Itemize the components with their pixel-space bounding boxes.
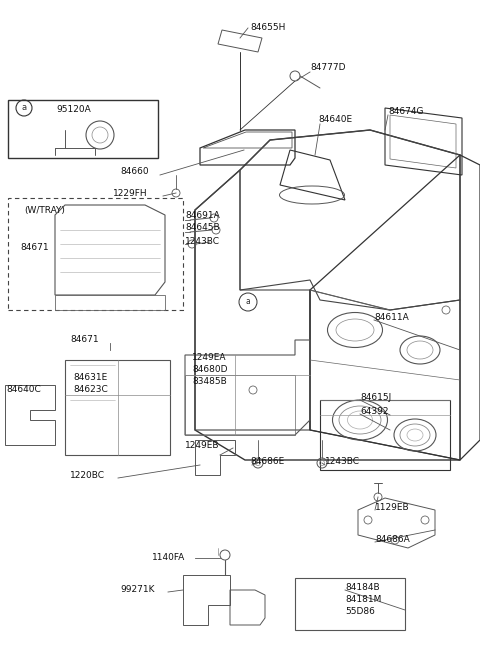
Text: 84615J: 84615J [360,394,391,403]
Text: 95120A: 95120A [56,106,91,115]
Text: (W/TRAY): (W/TRAY) [24,205,65,215]
Text: 84640E: 84640E [318,115,352,125]
Text: 84645B: 84645B [185,224,220,232]
Text: 84181M: 84181M [345,596,382,604]
Text: 1249EB: 1249EB [185,440,219,449]
Text: 84660: 84660 [120,167,149,176]
Text: 99271K: 99271K [120,586,155,594]
Text: 55D86: 55D86 [345,607,375,617]
Text: 84680D: 84680D [192,365,228,375]
Text: 84671: 84671 [20,243,48,253]
Text: 84640C: 84640C [6,386,41,394]
Text: 1229FH: 1229FH [113,188,148,197]
Text: a: a [22,104,26,112]
Text: 84631E: 84631E [73,373,107,382]
Text: 84671: 84671 [70,335,98,344]
Text: 1243BC: 1243BC [185,237,220,245]
Text: 1129EB: 1129EB [375,504,409,512]
Text: 84777D: 84777D [310,64,346,73]
Text: 84655H: 84655H [250,24,286,33]
Text: 84691A: 84691A [185,211,220,220]
Text: a: a [246,298,251,306]
Text: 1140FA: 1140FA [152,554,185,562]
Text: 84184B: 84184B [345,583,380,592]
Text: 83485B: 83485B [192,377,227,386]
Text: 84611A: 84611A [374,314,409,323]
Text: 64392: 64392 [360,407,388,417]
Text: 1220BC: 1220BC [70,470,105,480]
Text: 84674G: 84674G [388,108,423,117]
Text: 84686E: 84686E [250,457,284,466]
Text: 84623C: 84623C [73,386,108,394]
Text: 84686A: 84686A [375,535,410,544]
Text: 1249EA: 1249EA [192,354,227,363]
Text: 1243BC: 1243BC [325,457,360,466]
